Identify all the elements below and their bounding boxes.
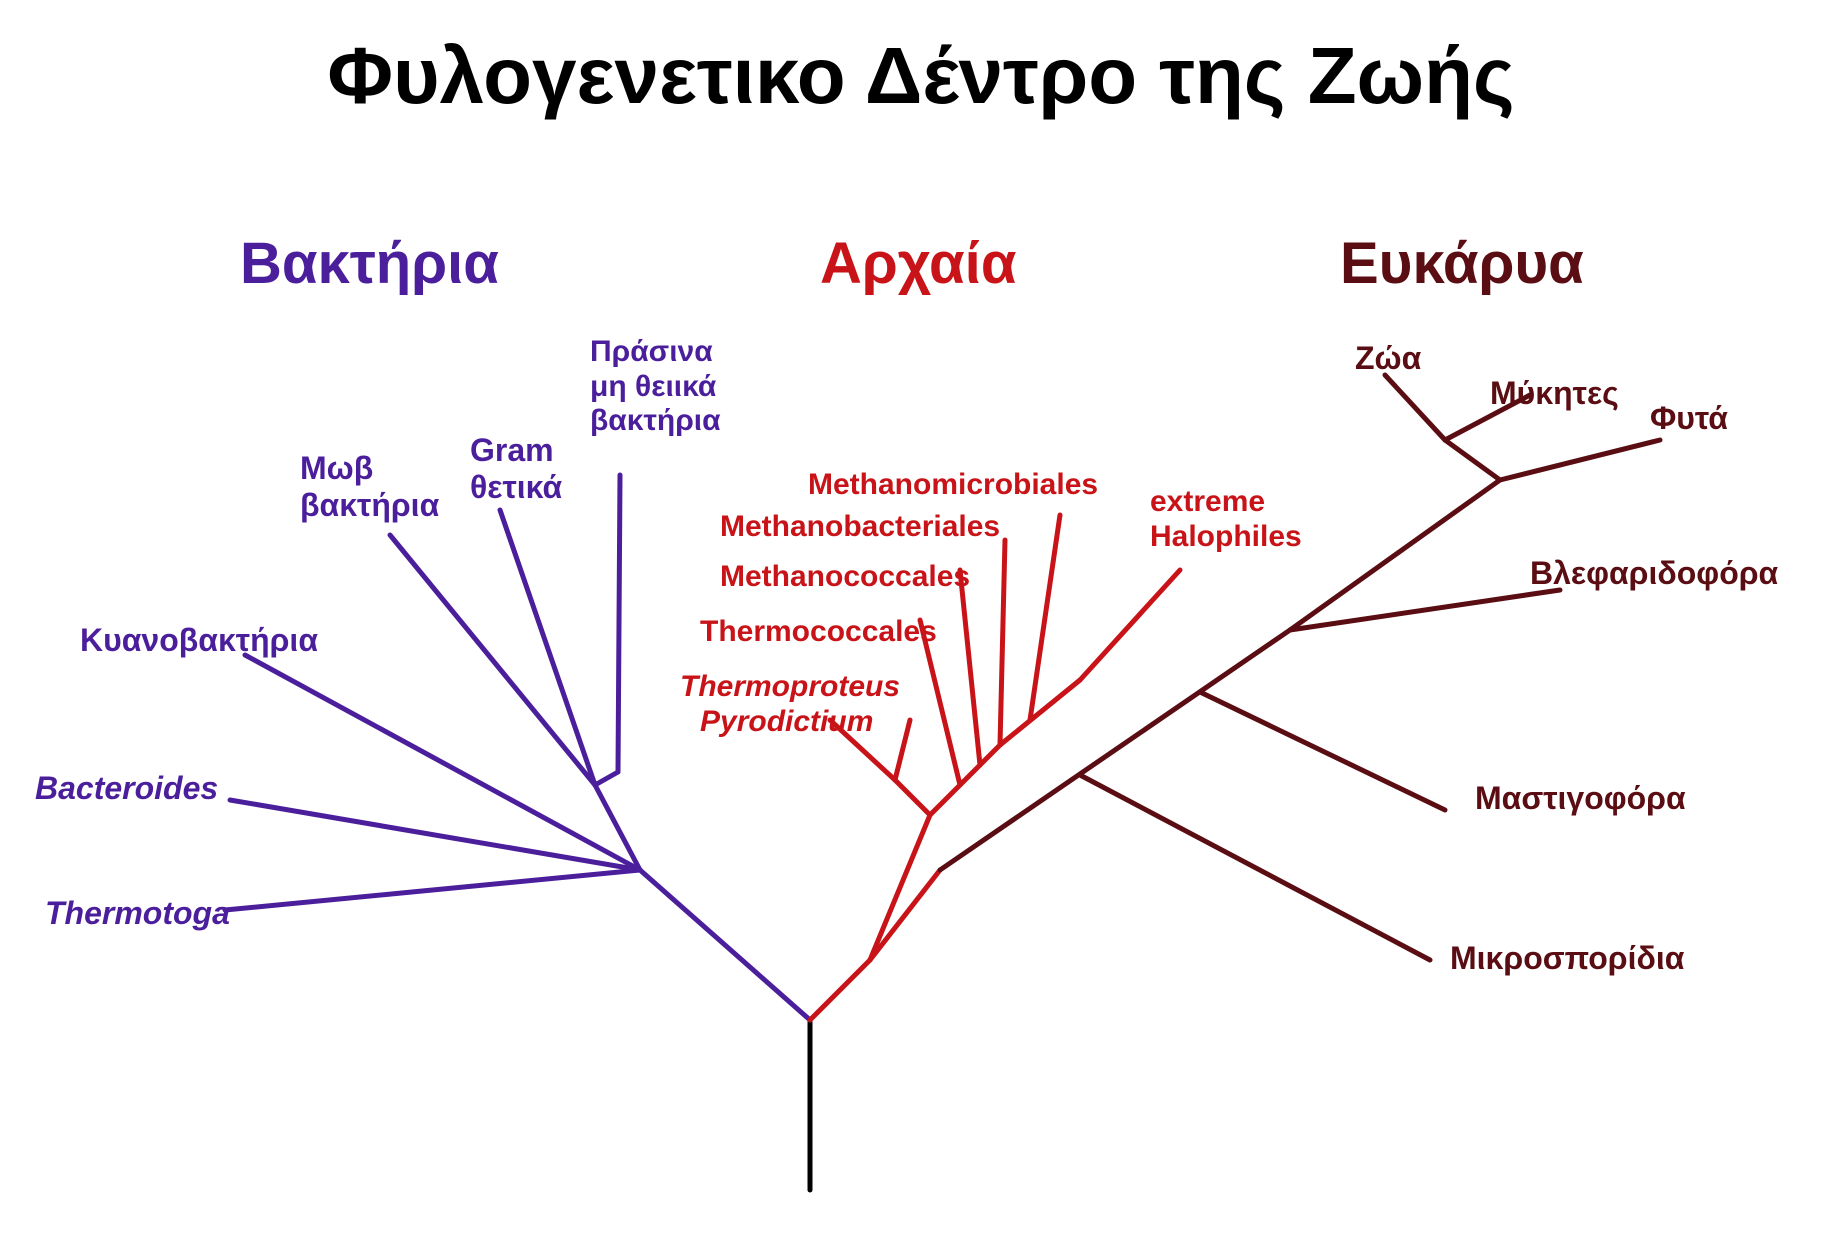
eukarya-plants [1500, 440, 1660, 480]
taxon-bacteria-purple_bacteria: Μωβ βακτήρια [300, 450, 439, 524]
eukarya-fungi_j [1445, 440, 1500, 480]
taxon-archaea-methanomicrobiales: Methanomicrobiales [808, 468, 1098, 503]
stem-bacteria [640, 870, 810, 1020]
bacteria-green_j [595, 772, 618, 785]
taxon-archaea-pyrodictium: Pyrodictium [700, 705, 873, 740]
stem-archaea-upper [870, 870, 940, 960]
eukarya-ciliates [1290, 590, 1560, 630]
archaea-pyrodictium [895, 720, 910, 780]
taxon-eukarya-plants: Φυτά [1650, 400, 1728, 437]
archaea-methanobac [1000, 540, 1005, 745]
taxon-bacteria-thermotoga: Thermotoga [45, 895, 230, 932]
archaea-right_stem [930, 745, 1000, 815]
taxon-archaea-thermoproteus: Thermoproteus [680, 670, 900, 705]
bacteria-gram [500, 510, 595, 785]
bacteria-purple [390, 535, 595, 785]
taxon-archaea-methanococcales: Methanococcales [720, 560, 970, 595]
archaea-thermoprot_j [895, 780, 930, 815]
archaea-upper_stem [1000, 680, 1080, 745]
taxon-bacteria-bacteroides: Bacteroides [35, 770, 218, 807]
taxon-eukarya-microsporidia: Μικροσπορίδια [1450, 940, 1684, 977]
eukarya-upper_stem [1290, 480, 1500, 630]
taxon-eukarya-flagellates: Μαστιγοφόρα [1475, 780, 1686, 817]
taxon-eukarya-ciliates: Βλεφαριδοφόρα [1530, 555, 1778, 592]
taxon-eukarya-fungi: Μύκητες [1490, 375, 1619, 412]
archaea-methanococ [960, 570, 980, 765]
taxon-archaea-thermococcales: Thermococcales [700, 615, 937, 650]
diagram-root: Φυλογενετικο Δέντρο της Ζωής Βακτήρια Αρ… [0, 0, 1842, 1257]
archaea-halophiles [1080, 570, 1180, 680]
eukarya-animals [1385, 375, 1445, 440]
taxon-bacteria-green_nonsulfur: Πράσινα μη θειικά βακτήρια [590, 335, 721, 439]
taxon-archaea-methanobacteriales: Methanobacteriales [720, 510, 1000, 545]
archaea-arch_stem [870, 815, 930, 960]
taxon-archaea-halophiles: extreme Halophiles [1150, 485, 1302, 554]
eukarya-flagellates [1200, 692, 1445, 810]
stem-archaea-lower [810, 960, 870, 1020]
archaea-methanomicro [1030, 515, 1060, 720]
taxon-bacteria-gram_positive: Gram θετικά [470, 432, 562, 506]
bacteria-green [618, 475, 620, 772]
bacteria-thermotoga [225, 870, 640, 910]
eukarya-microsporidia [1080, 775, 1430, 960]
taxon-bacteria-cyanobacteria: Κυανοβακτήρια [80, 622, 318, 659]
taxon-eukarya-animals: Ζώα [1355, 340, 1421, 377]
